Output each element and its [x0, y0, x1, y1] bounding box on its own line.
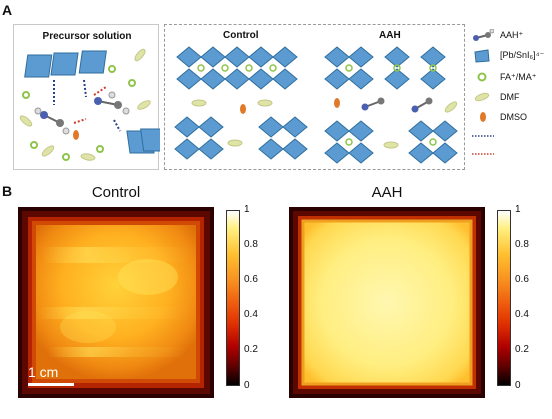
colorbar-tick: 0.6: [515, 274, 529, 285]
colorbar-tick: 0.2: [515, 344, 529, 355]
aah-heatmap-image: [289, 207, 485, 398]
aah-molecules: [361, 97, 433, 113]
legend-label: AAH⁺: [500, 30, 524, 40]
ellipse-icon: [474, 92, 490, 102]
orange-capsule-icon: [480, 112, 486, 122]
panel-a-legend: AAH⁺ [Pb/SnI₆]⁴⁻ FA⁺/MA⁺ DMF DMSO: [472, 26, 552, 164]
octahedron-icon: [474, 49, 490, 63]
blue-bond: [83, 79, 87, 98]
aah-molecule-icon: [473, 29, 494, 41]
control-dmf: [191, 99, 273, 147]
control-colorbar: [226, 210, 240, 386]
colorbar-tick: 1: [244, 204, 250, 215]
aah-cations: [345, 64, 437, 146]
legend-item-blue-bond: [472, 128, 552, 146]
control-pl-heatmap: 1 cm: [18, 207, 214, 398]
control-colorbar-ticks: 1 0.8 0.6 0.4 0.2 0: [244, 204, 264, 391]
control-perovskite-layer-top: [176, 46, 298, 90]
red-bond: [73, 118, 87, 124]
aah-colorbar-ticks: 1 0.8 0.6 0.4 0.2 0: [515, 204, 535, 391]
colorbar-tick: 0: [244, 380, 250, 391]
aah-schematic-title: AAH: [379, 30, 401, 41]
green-circle-icon: [477, 72, 487, 82]
legend-item-dmf: DMF: [472, 88, 552, 108]
precursor-solution-title: Precursor solution: [42, 31, 132, 42]
colorbar-tick: 0: [515, 380, 521, 391]
crystallization-illustration: [174, 46, 458, 164]
aah-molecule: [94, 91, 130, 115]
legend-item-red-bond: [472, 146, 552, 164]
control-heatmap-title: Control: [91, 184, 141, 201]
control-perovskite-islands: [174, 116, 308, 160]
legend-label: FA⁺/MA⁺: [500, 72, 537, 82]
colorbar-tick: 1: [515, 204, 521, 215]
legend-item-aah: AAH⁺: [472, 26, 552, 46]
legend-label: DMF: [500, 92, 520, 102]
colorbar-tick: 0.8: [515, 239, 529, 250]
aah-dmf: [383, 101, 458, 149]
colorbar-tick: 0.4: [515, 309, 529, 320]
aah-heatmap-title: AAH: [371, 184, 403, 201]
aah-perovskite-layer: [324, 46, 458, 164]
legend-label: DMSO: [500, 112, 527, 122]
legend-item-fa-ma: FA⁺/MA⁺: [472, 68, 552, 88]
dmso-molecule: [73, 130, 79, 140]
panel-a-letter: A: [2, 2, 13, 18]
control-cations: [197, 64, 277, 72]
control-dmso: [240, 104, 246, 114]
blue-dotted-line-icon: [472, 135, 494, 137]
legend-item-dmso: DMSO: [472, 108, 552, 128]
control-heatmap-image: [18, 207, 214, 398]
panel-b-letter: B: [2, 183, 13, 199]
precursor-solution-box: Precursor solution: [13, 24, 160, 170]
fa-ma-cations: [22, 65, 136, 161]
control-schematic-title: Control: [223, 30, 259, 41]
blue-bond: [113, 119, 121, 132]
aah-pl-heatmap: [289, 207, 485, 398]
octahedron-group-bottom: [126, 128, 160, 154]
octahedron-group-top: [24, 50, 107, 78]
colorbar-tick: 0.8: [244, 239, 258, 250]
aah-molecule: [34, 107, 70, 135]
colorbar-tick: 0.6: [244, 274, 258, 285]
legend-label: [Pb/SnI₆]⁴⁻: [500, 50, 545, 60]
red-bond: [93, 86, 107, 96]
scale-bar-label: 1 cm: [28, 364, 59, 380]
colorbar-tick: 0.2: [244, 344, 258, 355]
aah-dmso: [334, 98, 340, 108]
aah-colorbar: [497, 210, 511, 386]
precursor-solution-illustration: [19, 48, 160, 161]
crystallization-box: Control AAH: [164, 24, 465, 170]
scale-bar: [28, 383, 74, 386]
legend-item-octahedron: [Pb/SnI₆]⁴⁻: [472, 46, 552, 68]
red-dotted-line-icon: [472, 153, 494, 155]
dmf-molecules: [19, 48, 151, 161]
colorbar-tick: 0.4: [244, 309, 258, 320]
